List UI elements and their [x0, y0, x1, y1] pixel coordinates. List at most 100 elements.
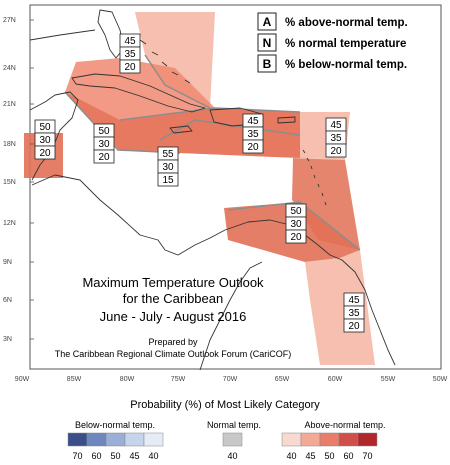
key-letter-box: [257, 12, 277, 31]
lon-tick-label: 65W: [275, 376, 290, 383]
credit-line-1: Prepared by: [148, 337, 198, 347]
prob-box-southern-caribbean: 50 30 20: [285, 203, 307, 244]
legend-tick-below: 40: [148, 451, 158, 461]
lon-tick-label: 80W: [120, 376, 135, 383]
zone-border-4: [227, 201, 361, 251]
legend-swatch-below: [86, 432, 107, 447]
legend-tick-above: 45: [305, 451, 315, 461]
lon-tick-label: 50W: [433, 376, 448, 383]
prob-box-belize: 50 30 20: [34, 119, 56, 160]
key-letter: A: [263, 15, 272, 29]
probability-boxes: 45 35 20 45 35 20 50 30 20 50 30 20 55 30 15 45 35 20 50 30…: [34, 33, 365, 333]
prob-value: 20: [247, 142, 259, 153]
prob-box-bahamas: 45 35 20: [119, 33, 141, 74]
legend-swatch-normal: [222, 432, 243, 447]
legend-tick-above: 50: [324, 451, 334, 461]
lon-tick-label: 60W: [328, 376, 343, 383]
prob-cell: [34, 145, 56, 160]
lat-tick-label: 21N: [3, 101, 16, 108]
key-letter-box: [257, 33, 277, 52]
coastlines: [29, 9, 396, 371]
prob-value: 50: [290, 206, 302, 217]
legend-tick-above: 60: [343, 451, 353, 461]
lon-axis: 90W 85W 80W 75W 70W 65W 60W 55W 50W: [15, 376, 448, 383]
prob-cell: [93, 149, 115, 164]
key-row-a: A % above-normal temp.: [257, 12, 408, 31]
legend-below-label: Below-normal temp.: [75, 420, 155, 430]
lat-tick-label: 18N: [3, 141, 16, 148]
prob-cell: [119, 59, 141, 74]
prob-value: 50: [98, 126, 110, 137]
legend-tick-below: 45: [129, 451, 139, 461]
key-text: % normal temperature: [285, 38, 406, 50]
zone-border-2: [119, 107, 301, 121]
title-line-2: for the Caribbean: [123, 291, 223, 306]
key-text: % above-normal temp.: [285, 17, 408, 29]
legend-tick-above: 70: [362, 451, 372, 461]
legend-swatch-above: [300, 432, 321, 447]
lat-tick-label: 9N: [3, 259, 12, 266]
key-row-n: N % normal temperature: [257, 33, 406, 52]
prob-box-greater-antilles: 45 35 20: [242, 113, 264, 154]
legend-swatch-above: [357, 432, 378, 447]
prob-value: 45: [330, 120, 342, 131]
legend-swatch-above: [281, 432, 302, 447]
prob-box-western-cuba: 55 30 15: [157, 146, 179, 187]
legend-swatch-above: [338, 432, 359, 447]
legend-above-label: Above-normal temp.: [304, 420, 385, 430]
lat-tick-label: 24N: [3, 65, 16, 72]
prob-value: 55: [162, 149, 174, 160]
prob-box-jamaica-cayman: 50 30 20: [93, 123, 115, 164]
title-line-3: June - July - August 2016: [100, 309, 247, 324]
legend-swatch-below: [67, 432, 88, 447]
prob-value: 20: [98, 152, 110, 163]
lon-tick-label: 70W: [223, 376, 238, 383]
credit-line-2: The Caribbean Regional Climate Outlook F…: [55, 349, 292, 359]
lon-tick-label: 90W: [15, 376, 30, 383]
legend-tick-below: 70: [72, 451, 82, 461]
prob-value: 15: [162, 175, 174, 186]
key-row-b: B % below-normal temp.: [257, 54, 407, 73]
key-letter: B: [263, 57, 272, 71]
lon-tick-label: 85W: [67, 376, 82, 383]
prob-value: 35: [330, 133, 342, 144]
category-key: A % above-normal temp. N % normal temperatu…: [257, 12, 408, 73]
prob-value: 20: [290, 232, 302, 243]
legend-tick-below: 50: [110, 451, 120, 461]
prob-value: 20: [39, 148, 51, 159]
lat-tick-label: 27N: [3, 17, 16, 24]
lat-tick-label: 15N: [3, 179, 16, 186]
prob-value: 45: [247, 116, 259, 127]
prob-value: 20: [348, 321, 360, 332]
legend-swatch-below: [124, 432, 145, 447]
legend-tick-normal: 40: [227, 451, 237, 461]
map-title: Maximum Temperature Outlook for the Cari…: [82, 275, 264, 324]
lon-tick-label: 75W: [171, 376, 186, 383]
prob-value: 45: [124, 36, 136, 47]
prob-cell: [242, 139, 264, 154]
prob-value: 35: [124, 49, 136, 60]
prob-value: 45: [348, 295, 360, 306]
legend-normal-label: Normal temp.: [207, 420, 261, 430]
prob-value: 50: [39, 122, 51, 133]
legend-tick-above: 40: [286, 451, 296, 461]
legend-swatch-below: [105, 432, 126, 447]
zone-border-3: [144, 54, 211, 109]
lat-tick-label: 12N: [3, 220, 16, 227]
prob-cell: [325, 143, 347, 158]
prob-value: 30: [162, 162, 174, 173]
prob-value: 30: [290, 219, 302, 230]
lat-axis: 27N 24N 21N 18N 15N 12N 9N 6N 3N: [3, 17, 34, 343]
prob-value: 35: [247, 129, 259, 140]
key-letter: N: [263, 36, 272, 50]
prob-cell: [285, 229, 307, 244]
prob-value: 20: [330, 146, 342, 157]
prob-box-guianas: 45 35 20: [343, 292, 365, 333]
prob-cell: [343, 318, 365, 333]
prob-box-lesser-antilles-north: 45 35 20: [325, 117, 347, 158]
legend-swatch-above: [319, 432, 340, 447]
prob-cell: [157, 172, 179, 187]
prob-value: 20: [124, 62, 136, 73]
legend-title: Probability (%) of Most Likely Category: [130, 399, 320, 411]
title-line-1: Maximum Temperature Outlook: [82, 275, 264, 290]
